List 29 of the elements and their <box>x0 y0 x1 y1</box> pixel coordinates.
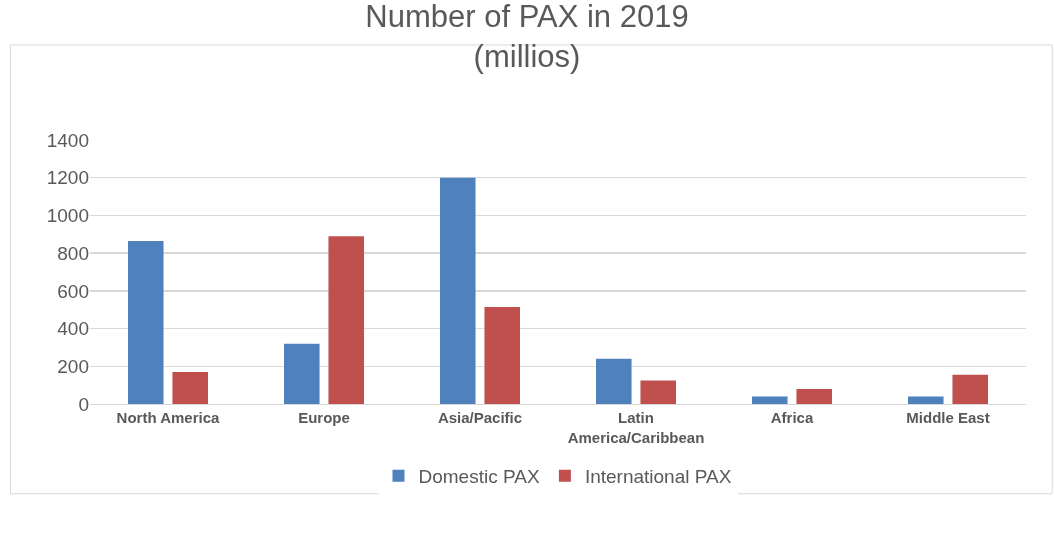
y-tick-label: 1000 <box>46 205 89 227</box>
y-tick-label: 400 <box>57 318 89 340</box>
bar <box>283 343 320 404</box>
bar <box>439 177 476 404</box>
x-tick-label: North America <box>116 409 221 426</box>
bar <box>952 374 989 404</box>
y-tick-label: 1400 <box>46 129 89 151</box>
chart-title: Number of PAX in 2019 (millios) <box>365 0 689 75</box>
bar <box>751 396 788 404</box>
y-tick-label: 1200 <box>46 167 89 189</box>
y-tick-label: 0 <box>78 393 89 415</box>
bar <box>484 306 521 404</box>
bar <box>172 371 209 404</box>
bar <box>796 388 833 404</box>
legend-label: Domestic PAX <box>418 466 540 488</box>
legend-label: International PAX <box>584 466 732 488</box>
bar <box>328 236 365 404</box>
y-tick-label: 600 <box>57 280 89 302</box>
x-tick-label: Asia/Pacific <box>437 409 523 426</box>
bar <box>640 380 677 404</box>
y-tick-label: 800 <box>57 242 89 264</box>
x-tick-label: Africa <box>770 409 814 426</box>
x-tick-label: Middle East <box>906 409 990 426</box>
x-tick-label: Europe <box>298 409 350 426</box>
bar <box>595 358 632 404</box>
x-tick-label: Latin America/Caribbean <box>567 409 705 446</box>
bar <box>907 396 944 404</box>
bar <box>127 240 164 404</box>
y-tick-label: 200 <box>57 355 89 377</box>
